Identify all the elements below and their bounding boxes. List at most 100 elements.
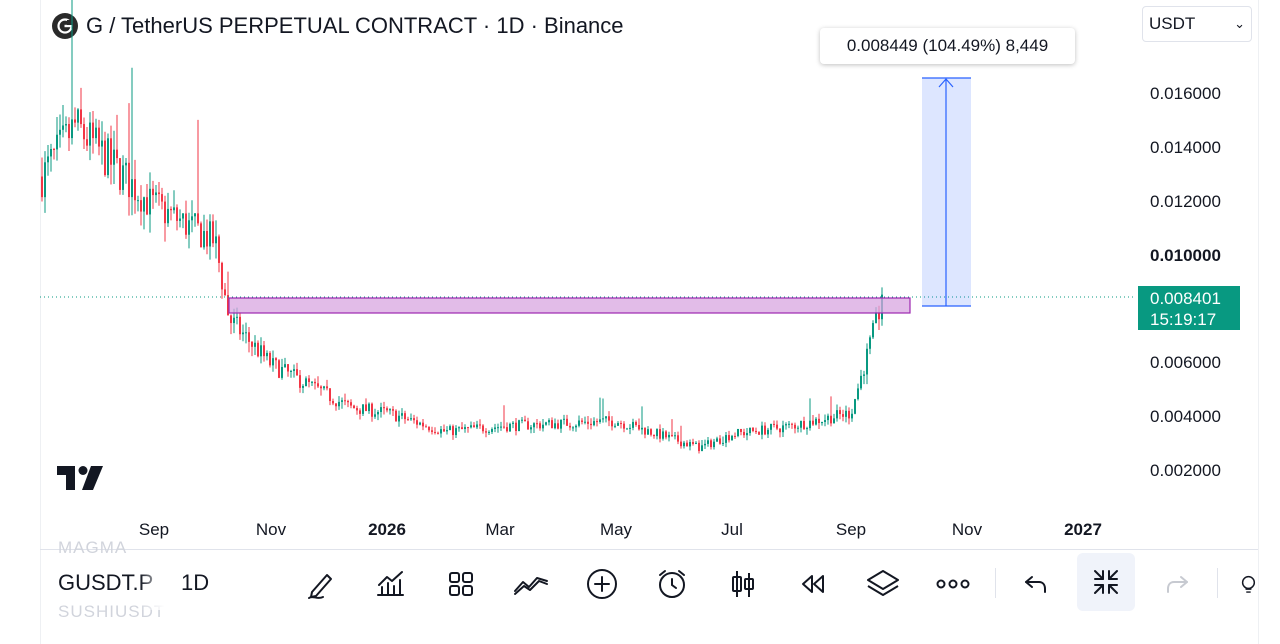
candle-body [398, 415, 400, 422]
candle-body [593, 421, 595, 426]
candle-body [611, 420, 613, 427]
compare-button[interactable] [509, 562, 553, 606]
candle-body [734, 435, 736, 437]
candle-body [713, 441, 715, 448]
symbol-list-next[interactable]: SUSHIUSDT [58, 602, 166, 621]
gravity-logo-icon [52, 13, 78, 39]
candle-body [404, 413, 406, 420]
candle-body [686, 442, 688, 447]
chart-type-button[interactable] [721, 562, 765, 606]
chevron-down-icon: ⌄ [1234, 16, 1245, 31]
candle-body [365, 404, 367, 412]
candle-body [701, 445, 703, 452]
candle-body [56, 134, 58, 150]
candle-body [755, 430, 757, 433]
time-label: Nov [255, 520, 287, 539]
candle-body [173, 207, 175, 211]
candle-body [638, 425, 640, 430]
candle-body [68, 124, 70, 139]
draw-button[interactable] [298, 562, 342, 606]
candle-body [146, 197, 148, 215]
layout-button[interactable] [439, 562, 483, 606]
candle-body [296, 369, 298, 376]
candle-body [176, 207, 178, 221]
time-label: Jul [721, 520, 743, 539]
candle-body [806, 428, 808, 430]
candle-body [590, 423, 592, 426]
undo-button[interactable] [1014, 562, 1058, 606]
bulb-icon [1241, 575, 1256, 593]
redo-button[interactable] [1155, 562, 1199, 606]
candle-body [797, 427, 799, 429]
candle-body [743, 431, 745, 436]
candle-body [629, 427, 631, 429]
exit-fullscreen-button[interactable] [1077, 553, 1135, 611]
layers-button[interactable] [861, 562, 905, 606]
candle-body [518, 420, 520, 432]
candle-body [245, 332, 247, 334]
candle-body [737, 429, 739, 437]
candle-body [107, 138, 109, 176]
candle-body [299, 375, 301, 388]
candle-body [476, 424, 478, 428]
candle-body [236, 316, 238, 318]
candle-body [371, 403, 373, 417]
candle-body [389, 409, 391, 411]
candle-body [347, 400, 349, 403]
bar-countdown: 15:19:17 [1150, 310, 1217, 329]
candle-body [128, 162, 130, 198]
candle-body [356, 408, 358, 411]
candle-body [815, 418, 817, 425]
symbol-name[interactable]: GUSDT.P [58, 570, 154, 595]
more-button[interactable] [931, 562, 975, 606]
alert-button[interactable] [650, 562, 694, 606]
candle-body [188, 220, 190, 235]
candle-body [470, 425, 472, 428]
add-button[interactable] [580, 562, 624, 606]
candle-body [602, 418, 604, 420]
candle-body [800, 421, 802, 428]
candle-body [614, 425, 616, 427]
candle-body [227, 295, 229, 316]
candle-body [41, 176, 43, 198]
candle-body [152, 188, 154, 196]
candle-body [380, 407, 382, 413]
candle-body [551, 420, 553, 429]
candle-body [341, 400, 343, 402]
resistance-zone[interactable] [228, 297, 911, 314]
candle-body [167, 208, 169, 224]
candle-body [866, 348, 868, 375]
symbol-list-prev[interactable]: MAGMA [58, 538, 128, 557]
candle-body [869, 337, 871, 349]
candle-body [104, 140, 106, 176]
candle-body [740, 429, 742, 432]
indicators-button[interactable] [368, 562, 412, 606]
candle-body [80, 109, 82, 125]
candle-body [257, 342, 259, 357]
candle-body [182, 213, 184, 219]
candle-body [71, 119, 73, 139]
candle-body [851, 413, 853, 419]
candle-body [326, 386, 328, 389]
object-tree-button[interactable] [1236, 562, 1258, 606]
candle-body [251, 341, 253, 347]
candle-body [254, 342, 256, 347]
candle-body [284, 364, 286, 367]
time-label: May [599, 520, 633, 539]
currency-value: USDT [1149, 14, 1196, 33]
candle-body [779, 428, 781, 433]
candle-body [677, 435, 679, 442]
candle-body [401, 413, 403, 416]
replay-button[interactable] [791, 562, 835, 606]
price-label: 0.006000 [1150, 353, 1221, 372]
currency-select[interactable]: USDT ⌄ [1142, 6, 1252, 42]
candle-body [443, 429, 445, 432]
candle-body [377, 412, 379, 415]
candle-body [248, 332, 250, 342]
candle-body [749, 427, 751, 434]
candle-body [65, 124, 67, 126]
candle-body [479, 424, 481, 426]
interval-button[interactable]: 1D [181, 570, 210, 595]
toolbar-divider [995, 568, 996, 598]
